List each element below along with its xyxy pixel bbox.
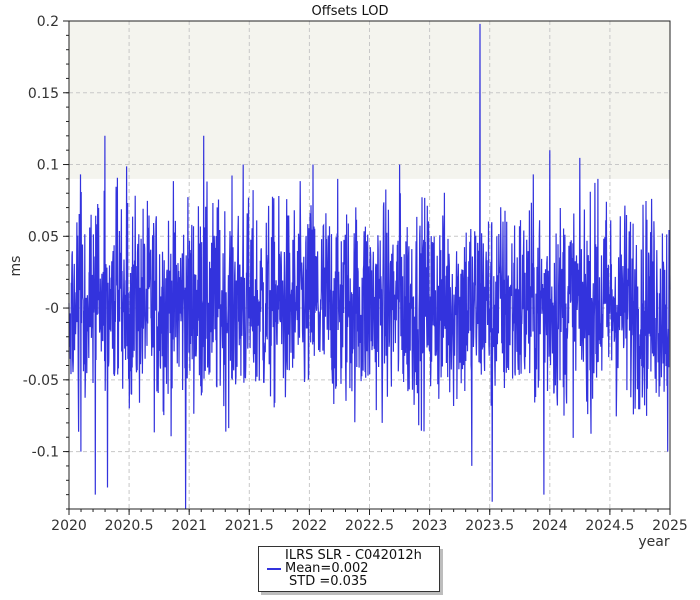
chart-title: Offsets LOD (312, 4, 389, 19)
legend: ILRS SLR - C042012h Mean=0.002 STD =0.03… (258, 546, 440, 592)
x-tick-label: 2020 (51, 518, 87, 534)
series-line (68, 23, 671, 510)
legend-series-swatch (267, 568, 281, 570)
x-tick-label: 2024 (532, 518, 568, 534)
y-tick-label: 0.15 (28, 86, 59, 102)
y-tick-label: -0 (45, 301, 59, 317)
x-tick-label: 2023 (412, 518, 448, 534)
y-tick-label: 0.2 (37, 14, 59, 30)
x-tick-label: 2021 (171, 518, 207, 534)
y-axis-label: ms (8, 256, 24, 277)
y-tick-label: 0.1 (37, 158, 59, 174)
x-tick-label: 2020.5 (105, 518, 154, 534)
x-tick-label: 2024.5 (585, 518, 634, 534)
y-tick-label: -0.1 (32, 445, 59, 461)
y-tick-label: -0.05 (23, 373, 59, 389)
grid-lines (69, 20, 670, 509)
x-tick-label: 2023.5 (465, 518, 514, 534)
y-tick-label: 0.05 (28, 229, 59, 245)
legend-std: STD =0.035 (289, 574, 368, 589)
axes: 2020 2020.5 2021 2021.5 2022 2022.5 2023 2023.5… (23, 14, 688, 534)
x-axis-label: year (638, 534, 669, 550)
x-tick-label: 2025 (652, 518, 688, 534)
x-tick-label: 2021.5 (225, 518, 274, 534)
legend-series-name: ILRS SLR - C042012h (285, 548, 422, 563)
series-ilrs-slr (68, 23, 671, 510)
x-tick-label: 2022.5 (345, 518, 394, 534)
x-tick-label: 2022 (292, 518, 328, 534)
legend-mean: Mean=0.002 (285, 561, 369, 576)
